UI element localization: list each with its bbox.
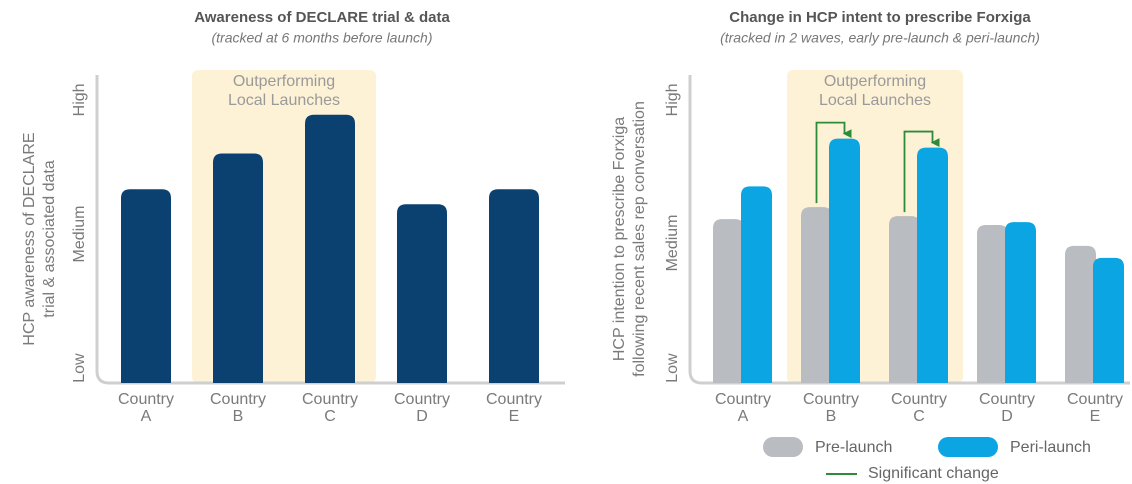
legend-swatch xyxy=(938,437,998,457)
y-axis-label: trial & associated data xyxy=(41,160,58,318)
text-line: Local Launches xyxy=(228,92,340,109)
x-tick-label: Country C xyxy=(302,391,358,425)
text-line: A xyxy=(738,408,749,425)
text-line: Country xyxy=(891,391,947,408)
text-line: Local Launches xyxy=(819,92,931,109)
axis xyxy=(688,75,1130,385)
text-line: B xyxy=(233,408,244,425)
bar xyxy=(741,186,772,383)
x-tick-label: Country D xyxy=(394,391,450,425)
x-tick-label: Country D xyxy=(979,391,1035,425)
y-tick-label: High xyxy=(71,83,88,116)
bar xyxy=(305,114,355,384)
y-tick-label: Medium xyxy=(664,214,681,271)
legend-label: Significant change xyxy=(868,465,999,482)
text-line: Country xyxy=(486,391,542,408)
text-line: Country xyxy=(210,391,266,408)
x-tick-label: Country B xyxy=(803,391,859,425)
significance-arrow xyxy=(815,121,852,204)
bar xyxy=(1065,245,1096,383)
y-axis-label: HCP intention to prescribe Forxiga xyxy=(611,117,628,361)
text-line: Outperforming xyxy=(824,73,926,90)
text-line: Country xyxy=(803,391,859,408)
text-line: D xyxy=(1001,408,1013,425)
legend-label: Peri-launch xyxy=(1010,439,1091,456)
text-line: D xyxy=(416,408,428,425)
chart-subtitle: (tracked in 2 waves, early pre-launch & … xyxy=(720,30,1040,46)
x-tick-label: Country A xyxy=(715,391,771,425)
chart-subtitle: (tracked at 6 months before launch) xyxy=(211,30,432,46)
legend-swatch xyxy=(763,437,803,457)
y-tick-label: Low xyxy=(71,353,88,383)
bar xyxy=(977,225,1008,383)
text-line: B xyxy=(826,408,837,425)
bar xyxy=(1093,257,1124,383)
x-tick-label: Country B xyxy=(210,391,266,425)
x-tick-label: Country C xyxy=(891,391,947,425)
text-line: Country xyxy=(394,391,450,408)
bar xyxy=(213,153,263,383)
text-line: A xyxy=(141,408,152,425)
bar xyxy=(917,147,948,383)
x-tick-label: Country E xyxy=(1067,391,1123,425)
axis xyxy=(95,75,565,385)
chart-title: Change in HCP intent to prescribe Forxig… xyxy=(729,9,1031,26)
y-axis-label: HCP awareness of DECLARE xyxy=(21,132,38,345)
text-line: Outperforming xyxy=(233,73,335,90)
bar xyxy=(397,204,447,383)
text-line: Country xyxy=(979,391,1035,408)
text-line: Country xyxy=(302,391,358,408)
bar xyxy=(889,216,920,383)
significance-arrow xyxy=(903,130,940,213)
text-line: C xyxy=(324,408,336,425)
chart-title: Awareness of DECLARE trial & data xyxy=(194,9,450,26)
bar xyxy=(1005,222,1036,383)
highlight-label: Outperforming Local Launches xyxy=(819,73,931,109)
bar xyxy=(801,207,832,383)
text-line: C xyxy=(913,408,925,425)
text-line: E xyxy=(1090,408,1101,425)
y-tick-label: Low xyxy=(664,353,681,383)
y-axis-label: following recent sales rep conversation xyxy=(631,101,648,377)
text-line: Country xyxy=(715,391,771,408)
bar xyxy=(829,138,860,383)
text-line: Country xyxy=(1067,391,1123,408)
y-tick-label: High xyxy=(664,83,681,116)
legend-label: Pre-launch xyxy=(815,439,892,456)
y-tick-label: Medium xyxy=(71,206,88,263)
bar xyxy=(713,219,744,383)
highlight-label: Outperforming Local Launches xyxy=(228,73,340,109)
text-line: Country xyxy=(118,391,174,408)
text-line: E xyxy=(509,408,520,425)
bar xyxy=(489,189,539,383)
bar xyxy=(121,189,171,383)
x-tick-label: Country A xyxy=(118,391,174,425)
x-tick-label: Country E xyxy=(486,391,542,425)
